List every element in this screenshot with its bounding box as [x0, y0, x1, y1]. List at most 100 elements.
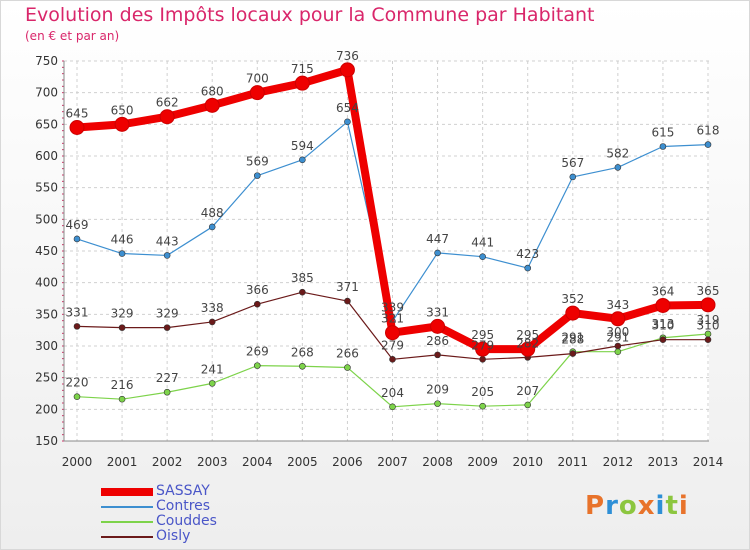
data-point-oisly	[253, 300, 261, 308]
data-label-couddes: 241	[201, 362, 224, 376]
data-label-sassay: 364	[651, 284, 674, 298]
data-point-contres	[434, 249, 441, 257]
data-label-sassay: 295	[471, 328, 494, 342]
data-label-sassay: 715	[291, 62, 314, 76]
y-tick-label: 500	[35, 212, 58, 226]
data-point-couddes	[253, 362, 261, 369]
data-point-oisly	[208, 318, 216, 326]
x-tick-label: 2005	[287, 455, 318, 469]
data-label-oisly: 338	[201, 301, 224, 315]
data-label-oisly: 286	[426, 334, 449, 348]
data-label-oisly: 331	[66, 305, 89, 319]
data-point-contres	[299, 156, 306, 164]
data-label-contres: 339	[381, 300, 404, 314]
y-tick-label: 600	[35, 149, 58, 163]
data-point-contres	[344, 118, 351, 126]
legend-label-contres: Contres	[156, 498, 211, 514]
x-tick-label: 2013	[648, 455, 679, 469]
data-label-couddes: 266	[336, 347, 359, 361]
y-tick-label: 700	[35, 86, 58, 100]
data-label-contres: 447	[426, 232, 449, 246]
x-tick-label: 2007	[377, 455, 408, 469]
y-tick-label: 300	[35, 339, 58, 353]
data-point-oisly	[659, 336, 667, 343]
data-point-oisly	[344, 297, 351, 305]
y-tick-label: 450	[35, 244, 58, 258]
data-point-oisly	[389, 355, 396, 363]
data-label-sassay: 680	[201, 84, 224, 98]
data-point-sassay	[430, 318, 446, 334]
y-tick-label: 400	[35, 276, 58, 290]
proxiti-logo: Proxiti	[585, 491, 689, 521]
data-point-couddes	[73, 393, 81, 400]
logo-letter: r	[605, 491, 619, 521]
data-label-sassay: 650	[111, 103, 134, 117]
x-tick-label: 2014	[693, 455, 724, 469]
logo-letter: x	[637, 491, 656, 521]
data-point-contres	[163, 252, 171, 259]
data-label-couddes: 204	[381, 386, 404, 400]
data-label-sassay: 321	[381, 312, 404, 326]
data-point-oisly	[479, 355, 486, 363]
data-label-contres: 443	[156, 234, 179, 248]
x-tick-label: 2002	[152, 455, 183, 469]
data-point-couddes	[118, 395, 126, 403]
data-label-sassay: 736	[336, 49, 359, 63]
data-point-contres	[704, 141, 712, 148]
data-label-contres: 567	[561, 156, 584, 170]
data-point-couddes	[524, 401, 532, 409]
data-label-contres: 469	[66, 218, 89, 232]
data-point-oisly	[163, 324, 171, 331]
y-tick-label: 250	[35, 371, 58, 385]
legend-swatch-sassay	[101, 488, 153, 496]
data-label-oisly: 279	[471, 338, 494, 352]
data-point-contres	[253, 172, 261, 179]
y-tick-label: 550	[35, 181, 58, 195]
data-label-contres: 446	[111, 233, 134, 247]
data-point-oisly	[614, 342, 622, 350]
logo-letter: i	[678, 491, 689, 521]
data-point-sassay	[249, 85, 265, 101]
data-point-couddes	[344, 364, 351, 371]
data-point-couddes	[299, 362, 306, 370]
data-point-sassay	[700, 297, 716, 313]
data-point-contres	[479, 253, 486, 260]
data-point-couddes	[163, 388, 171, 396]
series-lines	[69, 62, 716, 411]
data-label-couddes: 227	[156, 371, 179, 385]
data-label-contres: 615	[651, 126, 674, 140]
chart-subtitle: (en € et par an)	[25, 29, 120, 43]
data-label-sassay: 700	[246, 72, 269, 86]
data-point-oisly	[569, 350, 577, 357]
data-label-couddes: 207	[516, 384, 539, 398]
data-label-couddes: 205	[471, 385, 494, 399]
data-label-contres: 582	[606, 146, 629, 160]
data-label-oisly: 371	[336, 280, 359, 294]
data-point-sassay	[339, 62, 355, 78]
data-label-sassay: 343	[606, 298, 629, 312]
data-label-oisly: 300	[606, 325, 629, 339]
data-label-couddes: 291	[606, 331, 629, 345]
legend-swatch-couddes	[101, 521, 153, 523]
data-label-sassay: 645	[66, 107, 89, 121]
legend-label-couddes: Couddes	[156, 513, 217, 529]
data-point-sassay	[204, 97, 220, 113]
data-label-couddes: 216	[111, 378, 134, 392]
x-tick-label: 2010	[512, 455, 543, 469]
data-point-couddes	[614, 348, 622, 356]
data-point-sassay	[475, 341, 491, 357]
data-label-oisly: 329	[156, 307, 179, 321]
chart-title: Evolution des Impôts locaux pour la Comm…	[25, 4, 595, 26]
data-label-oisly: 366	[246, 283, 269, 297]
logo-letter: t	[665, 491, 679, 521]
data-label-couddes: 269	[246, 345, 269, 359]
data-label-couddes: 209	[426, 383, 449, 397]
data-label-sassay: 331	[426, 305, 449, 319]
data-label-sassay: 662	[156, 96, 179, 110]
data-point-sassay	[565, 305, 581, 321]
data-label-sassay: 352	[561, 292, 584, 306]
data-point-sassay	[294, 75, 310, 91]
data-label-contres: 488	[201, 206, 224, 220]
data-label-oisly: 282	[516, 336, 539, 350]
